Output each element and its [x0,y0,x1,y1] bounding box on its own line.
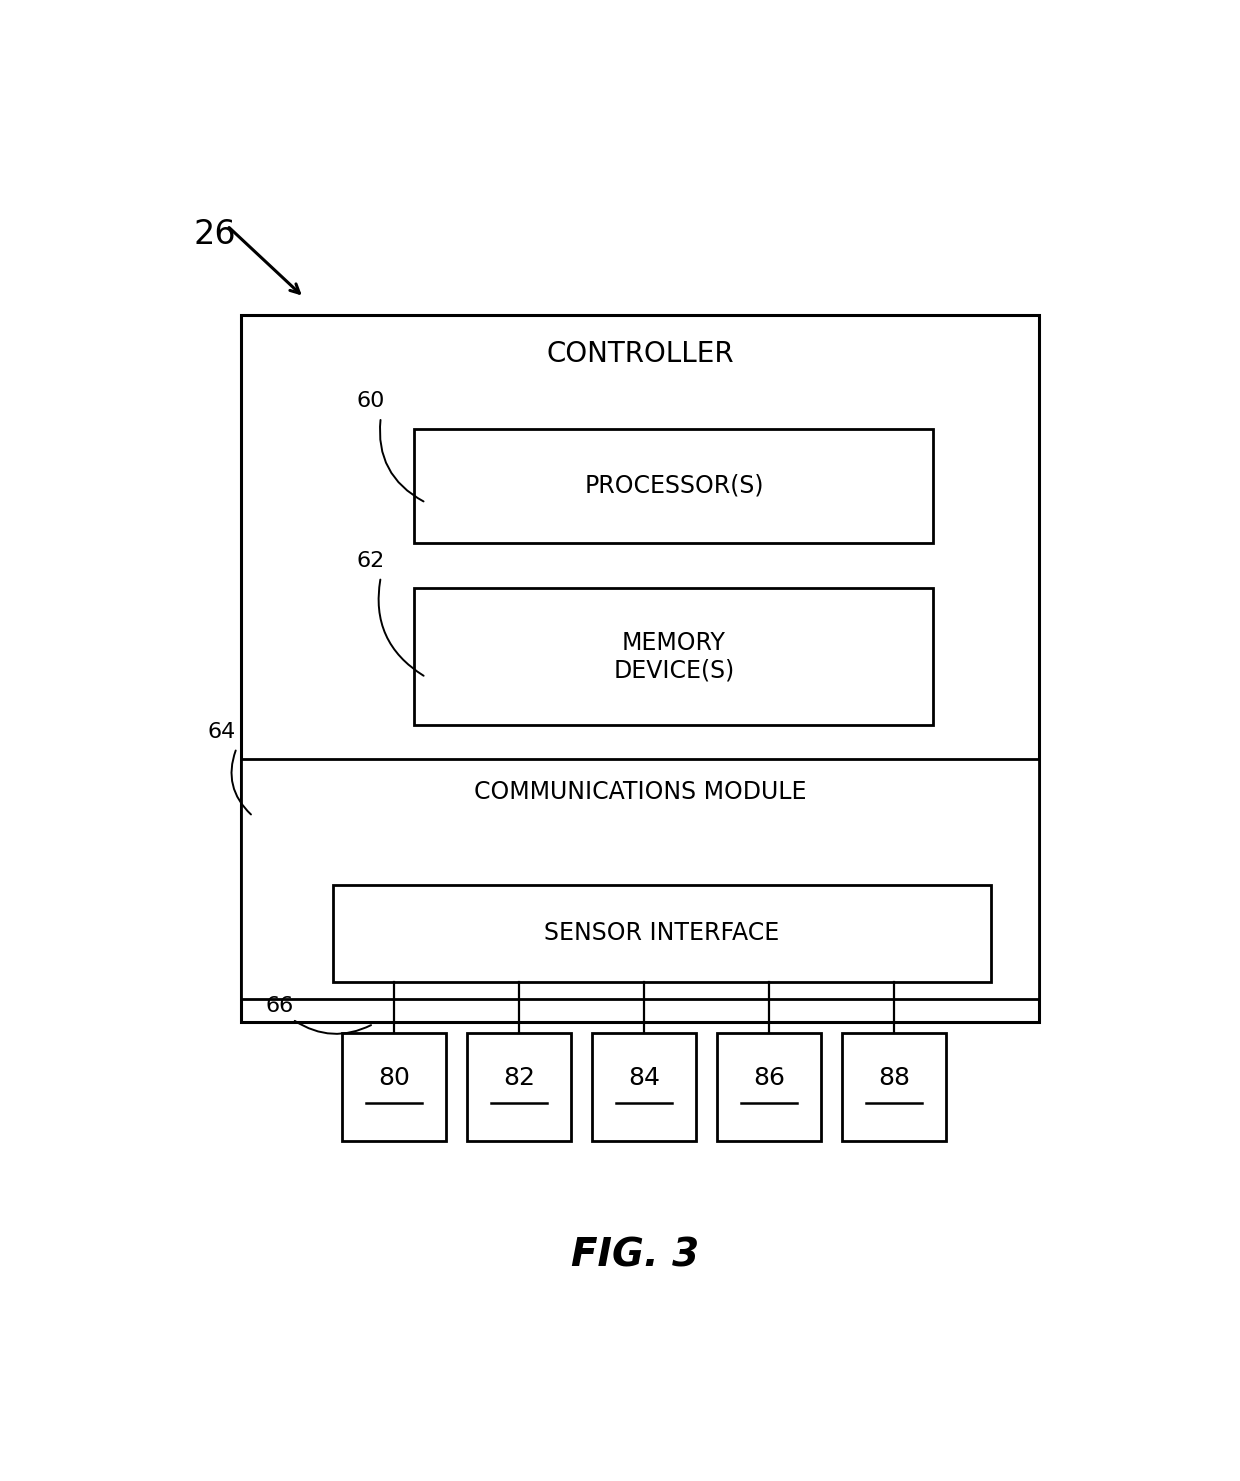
Text: 66: 66 [265,995,294,1016]
Text: 82: 82 [503,1066,536,1090]
Bar [414,588,934,726]
Text: 64: 64 [208,723,236,742]
Text: MEMORY
DEVICE(S): MEMORY DEVICE(S) [614,631,734,683]
Bar [842,1034,946,1142]
Bar [242,760,1039,998]
Text: COMMUNICATIONS MODULE: COMMUNICATIONS MODULE [474,780,806,804]
Text: PROCESSOR(S): PROCESSOR(S) [584,474,764,498]
Text: CONTROLLER: CONTROLLER [547,339,734,367]
Text: 60: 60 [357,391,386,412]
Bar [467,1034,572,1142]
Text: 80: 80 [378,1066,410,1090]
Text: SENSOR INTERFACE: SENSOR INTERFACE [544,921,780,945]
Text: 88: 88 [878,1066,910,1090]
Bar [593,1034,696,1142]
Bar [717,1034,821,1142]
Bar [342,1034,446,1142]
Text: FIG. 3: FIG. 3 [572,1237,699,1274]
Text: 62: 62 [357,551,386,572]
Bar [242,314,1039,1022]
Bar [414,428,934,542]
Text: 86: 86 [753,1066,785,1090]
Text: 84: 84 [629,1066,660,1090]
Bar [332,884,991,982]
Text: 26: 26 [193,218,236,250]
